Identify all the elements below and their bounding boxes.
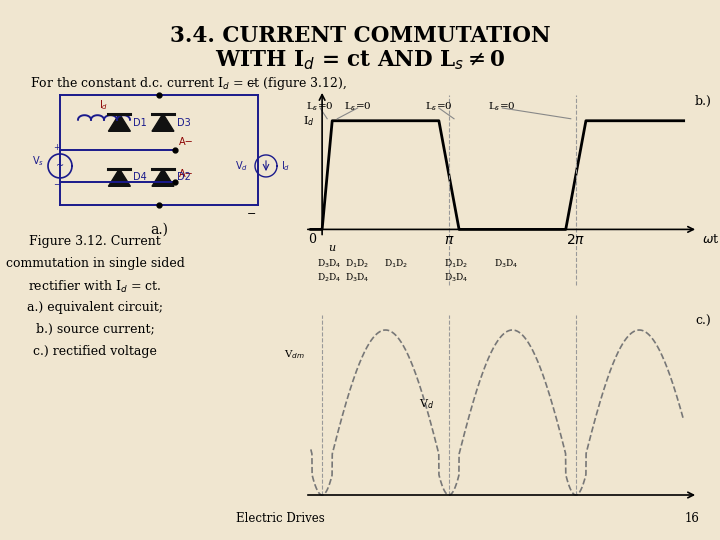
Text: Electric Drives: Electric Drives xyxy=(235,512,325,525)
Text: u: u xyxy=(328,244,336,253)
Text: a.): a.) xyxy=(150,223,168,237)
Text: D$_3$D$_4$: D$_3$D$_4$ xyxy=(494,258,518,270)
Text: D4: D4 xyxy=(133,172,147,183)
Text: I$_d$: I$_d$ xyxy=(99,98,109,112)
Text: D$_1$D$_2$
D$_3$D$_4$: D$_1$D$_2$ D$_3$D$_4$ xyxy=(346,258,370,284)
Text: V$_s$: V$_s$ xyxy=(32,154,44,168)
Text: A−: A− xyxy=(179,169,194,179)
Text: −: − xyxy=(53,180,60,189)
Text: V$_d$: V$_d$ xyxy=(235,159,248,173)
Text: $\pi$: $\pi$ xyxy=(444,233,454,247)
Text: −: − xyxy=(247,209,257,219)
Polygon shape xyxy=(109,168,130,186)
Text: $2\pi$: $2\pi$ xyxy=(566,233,585,247)
Text: L$_s$=0: L$_s$=0 xyxy=(344,100,372,113)
Text: L$_s$=0: L$_s$=0 xyxy=(306,100,334,113)
Text: 16: 16 xyxy=(685,512,700,525)
Text: L$_s$=0: L$_s$=0 xyxy=(488,100,516,113)
Polygon shape xyxy=(152,168,174,186)
Text: For the constant d.c. current I$_d$ = ct (figure 3.12),: For the constant d.c. current I$_d$ = ct… xyxy=(30,75,347,92)
Text: WITH I$_d$ = ct AND L$_s$$\neq$0: WITH I$_d$ = ct AND L$_s$$\neq$0 xyxy=(215,48,505,72)
Text: 0: 0 xyxy=(308,233,316,246)
Text: V$_d$: V$_d$ xyxy=(418,397,433,411)
Text: a.) equivalent circuit;: a.) equivalent circuit; xyxy=(27,301,163,314)
Text: A−: A− xyxy=(179,137,194,147)
Text: $\omega$t: $\omega$t xyxy=(702,233,719,246)
Text: D2: D2 xyxy=(177,172,191,183)
Polygon shape xyxy=(152,114,174,131)
Text: b.): b.) xyxy=(695,95,712,108)
Text: rectifier with I$_d$ = ct.: rectifier with I$_d$ = ct. xyxy=(28,279,161,295)
Text: −: − xyxy=(247,79,257,89)
Text: 3.4. CURRENT COMMUTATION: 3.4. CURRENT COMMUTATION xyxy=(170,25,550,47)
Text: c.) rectified voltage: c.) rectified voltage xyxy=(33,345,157,358)
Text: +: + xyxy=(53,143,60,152)
Text: D$_1$D$_2$: D$_1$D$_2$ xyxy=(384,258,408,270)
Polygon shape xyxy=(109,114,130,131)
Text: I$_d$: I$_d$ xyxy=(281,159,290,173)
Text: L$_s$=0: L$_s$=0 xyxy=(425,100,453,113)
Text: D$_1$D$_2$
D$_3$D$_4$: D$_1$D$_2$ D$_3$D$_4$ xyxy=(444,258,469,284)
Text: V$_{dm}$: V$_{dm}$ xyxy=(284,348,305,361)
Text: b.) source current;: b.) source current; xyxy=(35,323,154,336)
Text: I$_d$: I$_d$ xyxy=(302,114,314,127)
Text: D3: D3 xyxy=(177,118,191,127)
Text: commutation in single sided: commutation in single sided xyxy=(6,257,184,270)
Text: c.): c.) xyxy=(695,315,711,328)
Text: D$_3$D$_4$
D$_2$D$_4$: D$_3$D$_4$ D$_2$D$_4$ xyxy=(318,258,342,284)
Text: D1: D1 xyxy=(133,118,147,127)
Text: Figure 3.12. Current: Figure 3.12. Current xyxy=(29,235,161,248)
Text: ~: ~ xyxy=(56,161,64,171)
